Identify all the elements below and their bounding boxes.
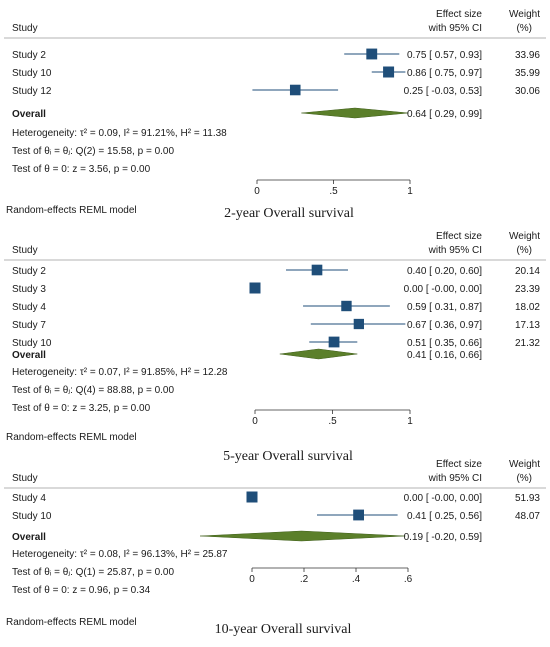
study-effect-marker bbox=[353, 509, 365, 521]
weight-header: Weight bbox=[509, 459, 540, 470]
effect-size-value: 0.41 [ 0.25, 0.56] bbox=[407, 511, 482, 522]
model-label: Random-effects REML model bbox=[6, 432, 137, 443]
effect-size-value: 0.00 [ -0.00, 0.00] bbox=[404, 284, 483, 295]
heterogeneity-stat: Test of θ = 0: z = 0.96, p = 0.34 bbox=[12, 585, 151, 596]
overall-label: Overall bbox=[12, 350, 46, 361]
study-label: Study 4 bbox=[12, 493, 46, 504]
overall-label: Overall bbox=[12, 109, 46, 120]
effect-ci-header: with 95% CI bbox=[428, 23, 482, 34]
weight-unit-header: (%) bbox=[516, 245, 532, 256]
study-label: Study 10 bbox=[12, 338, 52, 349]
study-label: Study 10 bbox=[12, 511, 52, 522]
overall-diamond bbox=[279, 348, 358, 360]
study-effect-marker bbox=[383, 66, 395, 78]
heterogeneity-stat: Heterogeneity: τ² = 0.07, I² = 91.85%, H… bbox=[12, 367, 228, 378]
model-label: Random-effects REML model bbox=[6, 617, 137, 628]
heterogeneity-stat: Test of θ = 0: z = 3.56, p = 0.00 bbox=[12, 164, 151, 175]
study-effect-marker bbox=[366, 48, 378, 60]
effect-ci-header: with 95% CI bbox=[428, 473, 482, 484]
effect-size-value: 0.59 [ 0.31, 0.87] bbox=[407, 302, 482, 313]
x-tick-label: 0 bbox=[254, 186, 260, 197]
weight-value: 23.39 bbox=[515, 284, 540, 295]
weight-value: 33.96 bbox=[515, 50, 540, 61]
x-tick-label: 1 bbox=[407, 186, 413, 197]
effect-size-value: 0.86 [ 0.75, 0.97] bbox=[407, 68, 482, 79]
study-label: Study 12 bbox=[12, 86, 52, 97]
study-label: Study 4 bbox=[12, 302, 46, 313]
panel-caption: 5-year Overall survival bbox=[223, 449, 353, 464]
study-effect-marker bbox=[289, 84, 301, 96]
x-tick-label: 0 bbox=[249, 574, 255, 585]
effect-size-header: Effect size bbox=[436, 9, 482, 20]
study-label: Study 2 bbox=[12, 266, 46, 277]
weight-header: Weight bbox=[509, 9, 540, 20]
study-header: Study bbox=[12, 473, 38, 484]
study-effect-marker bbox=[249, 282, 261, 294]
overall-diamond bbox=[199, 530, 406, 542]
study-header: Study bbox=[12, 23, 38, 34]
overall-diamond bbox=[301, 107, 409, 119]
study-label: Study 2 bbox=[12, 50, 46, 61]
study-effect-marker bbox=[341, 300, 352, 312]
panel-caption: 10-year Overall survival bbox=[215, 622, 352, 637]
effect-size-value: 0.75 [ 0.57, 0.93] bbox=[407, 50, 482, 61]
overall-label: Overall bbox=[12, 532, 46, 543]
effect-size-value: 0.00 [ -0.00, 0.00] bbox=[404, 493, 483, 504]
weight-value: 20.14 bbox=[515, 266, 540, 277]
study-effect-marker bbox=[353, 318, 364, 330]
weight-value: 35.99 bbox=[515, 68, 540, 79]
study-label: Study 3 bbox=[12, 284, 46, 295]
effect-size-header: Effect size bbox=[436, 459, 482, 470]
weight-value: 17.13 bbox=[515, 320, 540, 331]
study-label: Study 10 bbox=[12, 68, 52, 79]
effect-size-value: 0.40 [ 0.20, 0.60] bbox=[407, 266, 482, 277]
study-effect-marker bbox=[246, 491, 258, 503]
effect-size-value: 0.67 [ 0.36, 0.97] bbox=[407, 320, 482, 331]
weight-value: 21.32 bbox=[515, 338, 540, 349]
x-tick-label: 1 bbox=[407, 416, 413, 427]
study-effect-marker bbox=[311, 264, 323, 276]
effect-ci-header: with 95% CI bbox=[428, 245, 482, 256]
heterogeneity-stat: Test of θ = 0: z = 3.25, p = 0.00 bbox=[12, 403, 151, 414]
weight-value: 18.02 bbox=[515, 302, 540, 313]
weight-header: Weight bbox=[509, 231, 540, 242]
x-tick-label: .6 bbox=[404, 574, 413, 585]
effect-size-value: 0.25 [ -0.03, 0.53] bbox=[404, 86, 483, 97]
study-label: Study 7 bbox=[12, 320, 46, 331]
study-effect-marker bbox=[328, 336, 340, 348]
heterogeneity-stat: Test of θᵢ = θⱼ: Q(2) = 15.58, p = 0.00 bbox=[12, 146, 174, 157]
weight-value: 51.93 bbox=[515, 493, 540, 504]
x-tick-label: 0 bbox=[252, 416, 258, 427]
effect-size-header: Effect size bbox=[436, 231, 482, 242]
panel-caption: 2-year Overall survival bbox=[224, 206, 354, 221]
x-tick-label: .5 bbox=[328, 416, 337, 427]
overall-effect-value: 0.41 [ 0.16, 0.66] bbox=[407, 350, 482, 361]
weight-unit-header: (%) bbox=[516, 23, 532, 34]
weight-value: 30.06 bbox=[515, 86, 540, 97]
heterogeneity-stat: Heterogeneity: τ² = 0.09, I² = 91.21%, H… bbox=[12, 128, 227, 139]
weight-value: 48.07 bbox=[515, 511, 540, 522]
effect-size-value: 0.51 [ 0.35, 0.66] bbox=[407, 338, 482, 349]
heterogeneity-stat: Test of θᵢ = θⱼ: Q(1) = 25.87, p = 0.00 bbox=[12, 567, 174, 578]
overall-effect-value: 0.64 [ 0.29, 0.99] bbox=[407, 109, 482, 120]
weight-unit-header: (%) bbox=[516, 473, 532, 484]
study-header: Study bbox=[12, 245, 38, 256]
x-tick-label: .4 bbox=[352, 574, 361, 585]
x-tick-label: .2 bbox=[300, 574, 309, 585]
model-label: Random-effects REML model bbox=[6, 205, 137, 216]
x-tick-label: .5 bbox=[329, 186, 338, 197]
overall-effect-value: 0.19 [ -0.20, 0.59] bbox=[404, 532, 483, 543]
heterogeneity-stat: Heterogeneity: τ² = 0.08, I² = 96.13%, H… bbox=[12, 549, 228, 560]
heterogeneity-stat: Test of θᵢ = θⱼ: Q(4) = 88.88, p = 0.00 bbox=[12, 385, 174, 396]
